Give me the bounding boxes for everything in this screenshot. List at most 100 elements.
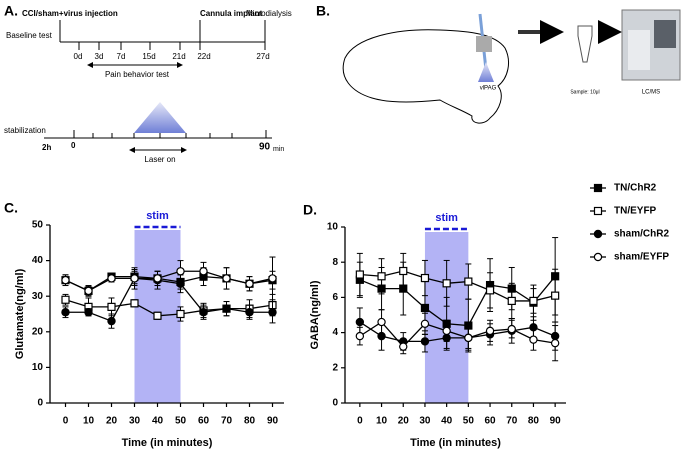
day-label: 22d [197,52,210,61]
marker [377,272,386,281]
marker [529,296,538,306]
marker [84,308,93,317]
x-tick-label: 80 [528,416,540,427]
day-label: 27d [256,52,269,61]
y-tick-label: 30 [32,291,44,302]
day-label: 21d [172,52,185,61]
label: Cannula implant [200,9,263,18]
marker [399,266,408,276]
marker [107,316,116,326]
marker [84,286,93,296]
x-axis-title: Time (in minutes) [122,437,213,449]
marker [507,324,516,334]
y-tick-label: 8 [332,257,338,268]
marker [399,342,408,351]
sample-tube [577,25,593,63]
marker [550,338,560,348]
y-tick-label: 10 [32,362,44,373]
panel-label: D. [303,202,317,218]
marker [442,279,451,288]
marker [485,326,495,336]
marker [153,274,162,283]
panel-label: C. [4,200,18,216]
marker [420,273,430,283]
label: LC/MS [642,90,660,96]
marker [176,309,185,319]
cannula-body [476,36,492,52]
marker [153,311,162,320]
marker [61,275,70,285]
marker [420,303,430,313]
marker [222,304,231,313]
y-tick-label: 40 [32,255,44,266]
legend-label: sham/EYFP [614,252,669,263]
marker [529,335,538,344]
x-tick-label: 30 [419,416,431,427]
series-line [65,270,273,292]
x-tick-label: 70 [506,416,518,427]
marker [107,302,116,311]
series-line [65,299,273,317]
marker [61,295,70,304]
x-tick-label: 50 [175,416,187,427]
legend-label: TN/ChR2 [614,183,657,194]
x-axis-title: Time (in minutes) [410,437,501,449]
label: Pain behavior test [105,70,170,79]
y-tick-label: 50 [32,220,44,231]
x-tick-label: 60 [484,416,496,427]
marker [107,274,116,283]
marker [245,279,254,288]
marker [199,267,208,276]
y-tick-label: 2 [332,362,338,373]
label: stabilization [4,126,46,135]
day-label: 3d [95,52,104,61]
marker [593,183,603,193]
marker [420,337,430,346]
marker [176,267,185,276]
marker [593,206,603,216]
x-tick-label: 50 [463,416,475,427]
marker [442,326,451,336]
laser-icon [134,102,186,133]
series-line [359,321,556,343]
label: Microdialysis [246,9,292,18]
day-label: 7d [117,52,126,61]
series-line [65,277,273,322]
legend-label: TN/EYFP [614,206,657,217]
x-tick-label: 70 [221,416,233,427]
marker [268,308,277,317]
marker [464,333,473,343]
marker [464,277,473,286]
marker [593,252,603,262]
series-line [359,275,556,327]
x-tick-label: 10 [83,416,95,427]
y-axis-title: GABA(ng/ml) [309,280,321,349]
marker [420,319,430,328]
x-tick-label: 0 [63,416,69,427]
x-tick-label: 20 [398,416,410,427]
label: min [273,146,284,153]
day-label: 15d [142,52,155,61]
x-tick-label: 20 [106,416,118,427]
x-tick-label: 30 [129,416,141,427]
label: vlPAG [480,86,497,92]
timeline-ticks [73,130,267,138]
x-tick-label: 90 [267,416,279,427]
laser-icon [478,62,494,82]
stim-label: stim [146,210,169,222]
instrument-part [654,20,676,48]
y-tick-label: 10 [327,222,339,233]
label: 0 [71,141,76,150]
timeline-ticks [78,20,266,50]
marker [355,317,365,327]
label: Laser on [144,155,175,164]
y-tick-label: 20 [32,326,44,337]
y-tick-label: 6 [332,292,338,303]
marker [222,274,231,283]
panel-b: B. vlPAG Sample: 10μl LC/MS [316,3,681,124]
marker [268,274,277,283]
y-tick-label: 0 [37,398,43,409]
x-tick-label: 10 [376,416,388,427]
marker [485,286,495,295]
